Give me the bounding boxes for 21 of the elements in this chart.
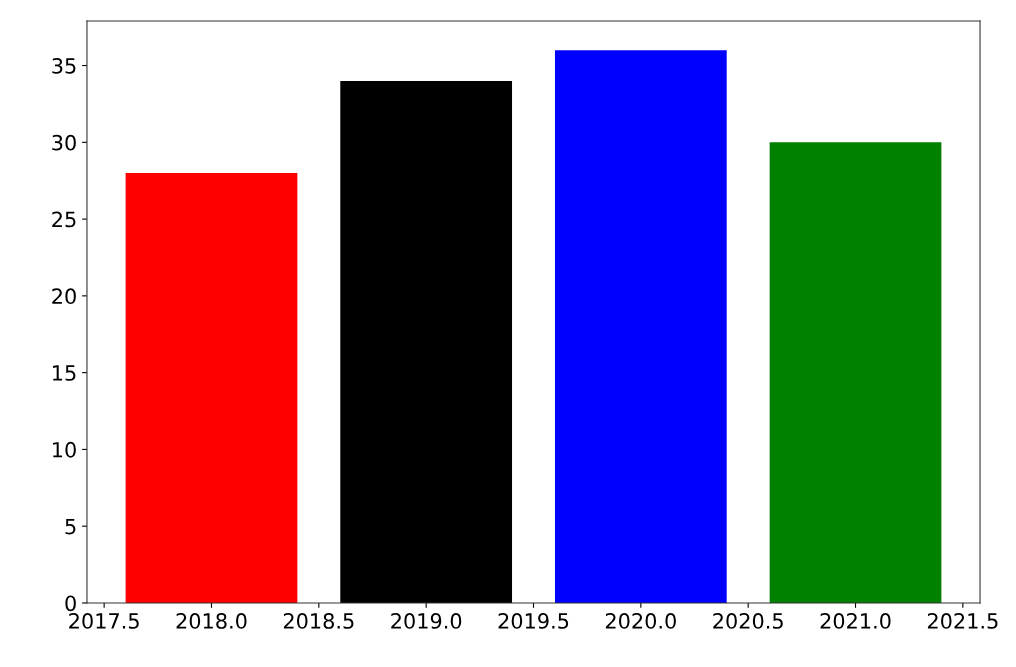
- x-tick-label: 2021.5: [927, 613, 998, 629]
- bar: [340, 80, 513, 603]
- y-tick-label: 5: [65, 518, 76, 535]
- x-tick-label: 2018.0: [176, 613, 247, 629]
- x-tick-label: 2017.5: [69, 613, 139, 629]
- y-tick-label: 0: [65, 595, 76, 612]
- x-tick-label: 2020.0: [605, 613, 676, 629]
- x-tick-label: 2019.5: [498, 613, 569, 629]
- y-tick-label: 15: [53, 365, 76, 381]
- y-tick-label: 20: [52, 288, 76, 305]
- y-tick-label: 30: [52, 134, 76, 151]
- y-tick-label: 35: [52, 57, 76, 74]
- x-tick-label: 2020.5: [713, 613, 783, 629]
- bar: [554, 50, 727, 603]
- bar: [769, 142, 942, 603]
- x-tick-label: 2019.0: [391, 613, 462, 629]
- y-tick-label: 10: [53, 441, 76, 458]
- y-tick-label: 25: [52, 211, 76, 228]
- x-tick-label: 2021.0: [820, 613, 891, 629]
- x-tick-label: 2018.5: [283, 613, 354, 629]
- bar: [125, 173, 298, 603]
